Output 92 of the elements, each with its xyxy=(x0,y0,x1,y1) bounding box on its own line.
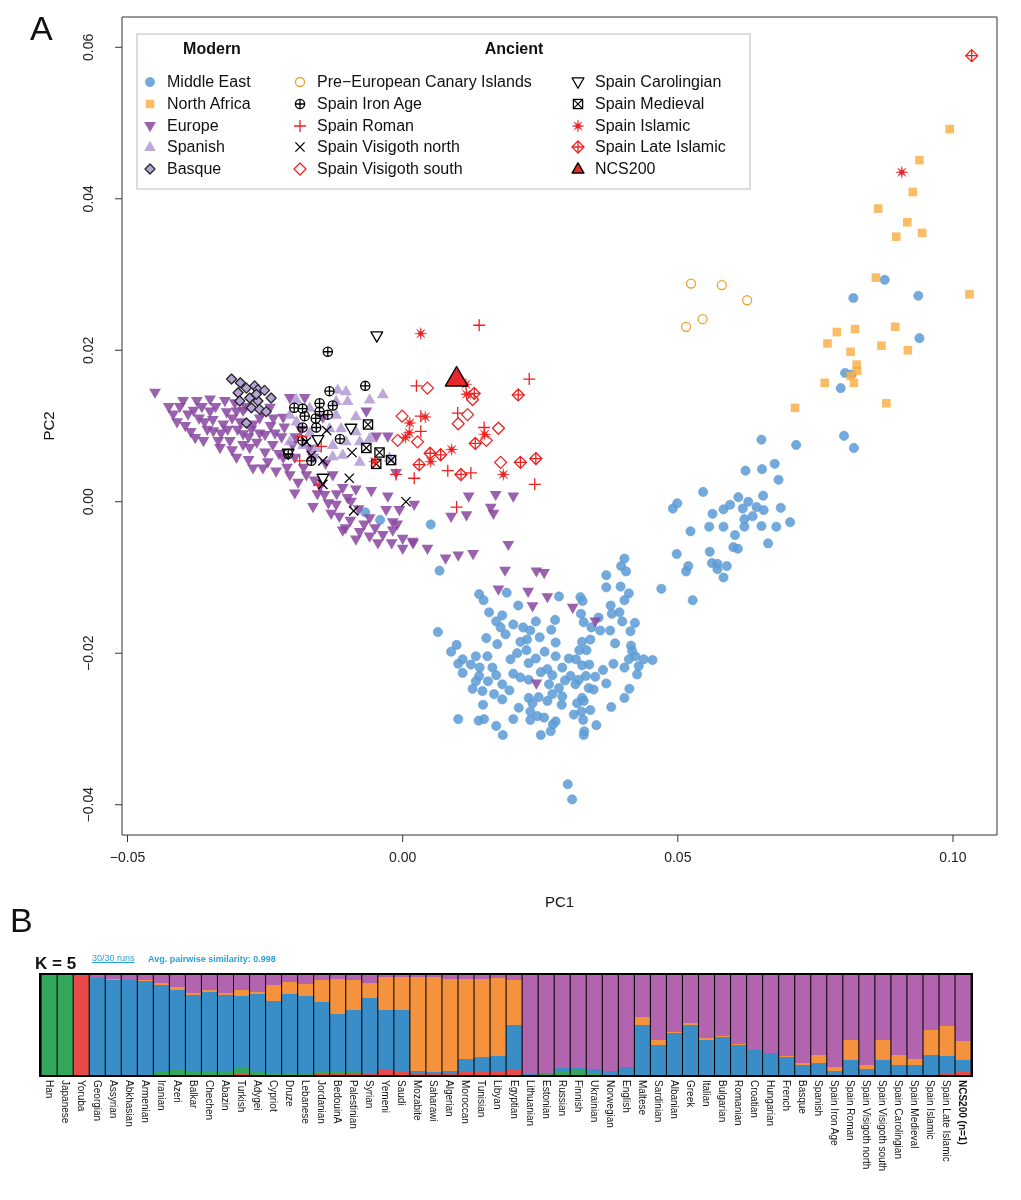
x-tick-label: Jordanian xyxy=(316,1080,328,1124)
x-tick-label: Han xyxy=(43,1080,55,1099)
x-tick-label: 0.00 xyxy=(389,848,417,865)
x-tick-label: 0.10 xyxy=(939,848,967,865)
x-tick-label: Spain Carolingian xyxy=(893,1080,905,1159)
x-tick-label: Armenian xyxy=(139,1080,151,1123)
y-tick-label: 0.06 xyxy=(80,33,96,61)
legend-title: Modern xyxy=(183,40,241,58)
x-tick-label: Abkhasian xyxy=(123,1080,135,1127)
legend-label: North Africa xyxy=(167,94,251,113)
x-tick-label: Mozabite xyxy=(412,1080,424,1122)
x-tick-label: Russian xyxy=(556,1080,568,1117)
x-tick-label: Georgian xyxy=(91,1080,103,1122)
x-tick-label: Bulgarian xyxy=(716,1080,728,1123)
x-tick-label: Abazin xyxy=(219,1080,231,1111)
annotation: Ancient xyxy=(484,40,544,58)
x-tick-label: Saharawi xyxy=(428,1080,440,1122)
x-tick-label: Spain Visigoth north xyxy=(861,1080,873,1170)
x-tick-label: Albanian xyxy=(668,1080,680,1119)
x-tick-label: Druze xyxy=(284,1080,296,1108)
legend-label: Spain Iron Age xyxy=(317,94,422,113)
legend-label: Europe xyxy=(167,116,219,135)
legend-label: Middle East xyxy=(167,73,251,91)
x-tick-label: Balkar xyxy=(187,1080,199,1110)
x-tick-label: Croatian xyxy=(749,1080,761,1118)
x-tick-label: Japanese xyxy=(59,1080,71,1124)
legend-label: Pre−European Canary Islands xyxy=(317,73,532,91)
x-tick-label: Lithuanian xyxy=(524,1080,536,1127)
legend-label: Spain Medieval xyxy=(595,94,705,113)
x-tick-label: Ukrainian xyxy=(588,1080,600,1123)
legend-label: NCS200 xyxy=(595,160,656,179)
y-tick-label: 0.02 xyxy=(80,336,96,364)
x-tick-label: NCS200 (n=1) xyxy=(957,1080,969,1145)
x-tick-label: Romanian xyxy=(733,1080,744,1126)
x-tick-label: Spanish xyxy=(813,1080,825,1117)
x-tick-label: Hungarian xyxy=(765,1080,777,1127)
x-tick-label: Moroccan xyxy=(460,1080,472,1124)
x-tick-label: Spain Iron Age xyxy=(829,1080,841,1147)
text: 30/30 runs xyxy=(92,952,135,964)
chart-title: B xyxy=(10,900,33,940)
legend-label: Spain Visigoth south xyxy=(317,160,463,179)
x-tick-label: Italian xyxy=(700,1080,712,1107)
x-tick-label: Estonian xyxy=(540,1080,552,1119)
chart-title: A xyxy=(30,8,53,48)
x-tick-label: Greek xyxy=(684,1080,696,1109)
x-tick-label: 0.05 xyxy=(664,848,692,865)
x-tick-label: Spain Late Islamic xyxy=(941,1080,953,1162)
x-tick-label: Turkish xyxy=(235,1080,247,1113)
y-tick-label: −0.02 xyxy=(80,635,96,671)
y-tick-label: −0.04 xyxy=(80,786,96,823)
x-tick-label: Assyrian xyxy=(107,1080,119,1119)
x-tick-label: French xyxy=(781,1080,793,1112)
x-axis-title: PC1 xyxy=(544,892,575,910)
x-tick-label: Spain Medieval xyxy=(909,1080,921,1149)
x-tick-label: Syrian xyxy=(364,1080,376,1109)
y-axis-title: PC2 xyxy=(39,411,57,441)
legend-label: Spain Late Islamic xyxy=(595,138,726,157)
x-tick-label: Basque xyxy=(797,1080,809,1115)
x-tick-label: Yoruba xyxy=(75,1080,87,1112)
x-tick-label: Tunisian xyxy=(476,1080,488,1118)
y-tick-label: 0.00 xyxy=(80,487,96,516)
x-tick-label: BedouinA xyxy=(332,1080,344,1124)
x-tick-label: Palestinian xyxy=(348,1080,360,1129)
x-tick-label: Sardinian xyxy=(652,1080,664,1123)
legend-label: Spain Islamic xyxy=(595,116,691,135)
legend-label: Spain Roman xyxy=(317,116,414,135)
x-tick-label: Azeri xyxy=(171,1080,183,1103)
x-tick-label: Egyptian xyxy=(508,1080,520,1119)
x-tick-label: Libyan xyxy=(492,1080,504,1110)
x-tick-label: Finnish xyxy=(572,1080,584,1113)
legend-label: Spain Visigoth north xyxy=(317,138,460,157)
x-tick-label: Lebanese xyxy=(300,1080,312,1125)
x-tick-label: Iranian xyxy=(155,1080,167,1111)
x-tick-label: Norwegian xyxy=(604,1080,616,1128)
x-tick-label: Spain Roman xyxy=(845,1080,857,1141)
x-tick-label: Maltese xyxy=(636,1080,648,1116)
y-tick-label: 0.04 xyxy=(80,184,96,213)
x-tick-label: Spain Visigoth south xyxy=(877,1080,889,1171)
x-tick-label: Adygei xyxy=(251,1080,263,1111)
legend-label: Spanish xyxy=(167,138,225,157)
x-tick-label: −0.05 xyxy=(109,848,146,865)
x-tick-label: Yemeni xyxy=(380,1080,392,1113)
x-tick-label: Algerian xyxy=(444,1080,456,1117)
x-tick-label: Cypriot xyxy=(268,1080,279,1112)
legend-label: Spain Carolingian xyxy=(595,73,722,91)
x-tick-label: English xyxy=(620,1080,632,1113)
x-tick-label: Chechen xyxy=(203,1080,215,1121)
legend-label: Basque xyxy=(167,160,222,179)
chart-subtitle: K = 5 xyxy=(35,954,77,974)
x-tick-label: Saudi xyxy=(396,1080,408,1106)
x-tick-label: Spain Islamic xyxy=(925,1080,937,1140)
text: Avg. pairwise similarity: 0.998 xyxy=(148,953,276,965)
